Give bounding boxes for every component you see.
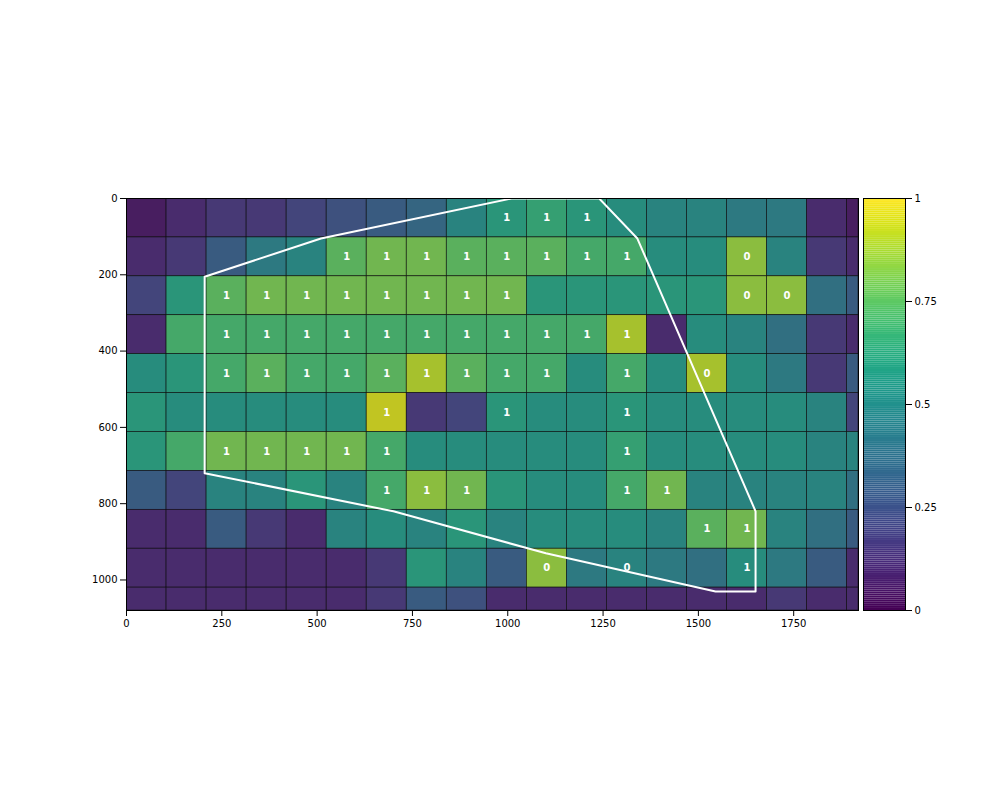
svg-text:1: 1 — [343, 368, 350, 379]
svg-text:1500: 1500 — [686, 618, 711, 629]
svg-text:1: 1 — [503, 290, 510, 301]
svg-text:400: 400 — [98, 345, 117, 356]
svg-text:1: 1 — [263, 446, 270, 457]
svg-text:1: 1 — [343, 251, 350, 262]
svg-text:1: 1 — [383, 485, 390, 496]
svg-text:1: 1 — [663, 485, 670, 496]
svg-text:1: 1 — [543, 368, 550, 379]
svg-text:1000: 1000 — [92, 574, 117, 585]
svg-text:1: 1 — [503, 212, 510, 223]
svg-text:500: 500 — [308, 618, 327, 629]
svg-text:0.75: 0.75 — [915, 296, 937, 307]
svg-text:1: 1 — [623, 485, 630, 496]
svg-text:1: 1 — [343, 329, 350, 340]
svg-text:1: 1 — [303, 329, 310, 340]
svg-text:1: 1 — [583, 329, 590, 340]
svg-text:1: 1 — [303, 290, 310, 301]
svg-text:1: 1 — [623, 368, 630, 379]
svg-text:1: 1 — [383, 251, 390, 262]
svg-text:1: 1 — [383, 368, 390, 379]
svg-text:1: 1 — [343, 290, 350, 301]
svg-text:1: 1 — [463, 485, 470, 496]
svg-text:600: 600 — [98, 422, 117, 433]
svg-text:1: 1 — [223, 329, 230, 340]
svg-text:0: 0 — [111, 193, 117, 204]
svg-text:1: 1 — [383, 407, 390, 418]
svg-text:1: 1 — [463, 251, 470, 262]
svg-text:1: 1 — [503, 251, 510, 262]
svg-text:1: 1 — [463, 290, 470, 301]
svg-text:1: 1 — [303, 368, 310, 379]
svg-text:1: 1 — [463, 329, 470, 340]
svg-text:1: 1 — [223, 368, 230, 379]
svg-text:1: 1 — [503, 329, 510, 340]
svg-text:0: 0 — [703, 368, 710, 379]
svg-text:1: 1 — [503, 407, 510, 418]
svg-text:1: 1 — [744, 562, 751, 573]
svg-text:1: 1 — [423, 251, 430, 262]
svg-text:1: 1 — [303, 446, 310, 457]
svg-text:1: 1 — [463, 368, 470, 379]
svg-text:1: 1 — [543, 251, 550, 262]
svg-text:0: 0 — [744, 251, 751, 262]
svg-text:1: 1 — [623, 446, 630, 457]
svg-text:1: 1 — [263, 290, 270, 301]
svg-text:0: 0 — [915, 605, 921, 616]
svg-text:0: 0 — [123, 618, 129, 629]
svg-text:1: 1 — [383, 290, 390, 301]
svg-text:1: 1 — [744, 523, 751, 534]
svg-text:0: 0 — [543, 562, 550, 573]
svg-text:1: 1 — [583, 251, 590, 262]
svg-text:250: 250 — [212, 618, 231, 629]
svg-text:1: 1 — [423, 368, 430, 379]
svg-text:0.25: 0.25 — [915, 502, 937, 513]
svg-text:1: 1 — [703, 523, 710, 534]
svg-text:1: 1 — [223, 290, 230, 301]
svg-text:1: 1 — [223, 446, 230, 457]
svg-text:1250: 1250 — [590, 618, 615, 629]
svg-text:1: 1 — [503, 368, 510, 379]
svg-text:0.5: 0.5 — [915, 399, 931, 410]
svg-text:800: 800 — [98, 498, 117, 509]
svg-text:1: 1 — [383, 446, 390, 457]
svg-text:1: 1 — [343, 446, 350, 457]
svg-text:200: 200 — [98, 269, 117, 280]
svg-text:1: 1 — [543, 212, 550, 223]
svg-text:0: 0 — [744, 290, 751, 301]
svg-text:1: 1 — [543, 329, 550, 340]
svg-text:1: 1 — [423, 329, 430, 340]
svg-text:1: 1 — [623, 251, 630, 262]
svg-text:0: 0 — [784, 290, 791, 301]
svg-text:1750: 1750 — [781, 618, 806, 629]
svg-text:1: 1 — [383, 329, 390, 340]
svg-text:750: 750 — [403, 618, 422, 629]
svg-text:1: 1 — [423, 485, 430, 496]
svg-text:1: 1 — [263, 368, 270, 379]
svg-text:1: 1 — [623, 407, 630, 418]
svg-text:1: 1 — [583, 212, 590, 223]
svg-text:1: 1 — [263, 329, 270, 340]
svg-text:1000: 1000 — [495, 618, 520, 629]
svg-text:0: 0 — [623, 562, 630, 573]
svg-text:1: 1 — [423, 290, 430, 301]
svg-text:1: 1 — [623, 329, 630, 340]
svg-text:1: 1 — [915, 193, 921, 204]
